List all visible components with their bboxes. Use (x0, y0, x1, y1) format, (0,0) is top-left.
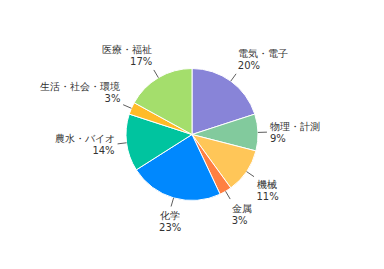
svg-text:機械11%: 機械11% (257, 179, 279, 202)
svg-text:農水・バイオ14%: 農水・バイオ14% (55, 133, 115, 156)
svg-text:物理・計測9%: 物理・計測9% (270, 121, 320, 144)
svg-text:医療・福祉17%: 医療・福祉17% (102, 44, 152, 67)
svg-text:電気・電子20%: 電気・電子20% (238, 48, 288, 71)
svg-text:金属3%: 金属3% (232, 203, 252, 226)
svg-text:生活・社会・環境3%: 生活・社会・環境3% (40, 81, 120, 104)
svg-text:化学23%: 化学23% (159, 210, 181, 233)
